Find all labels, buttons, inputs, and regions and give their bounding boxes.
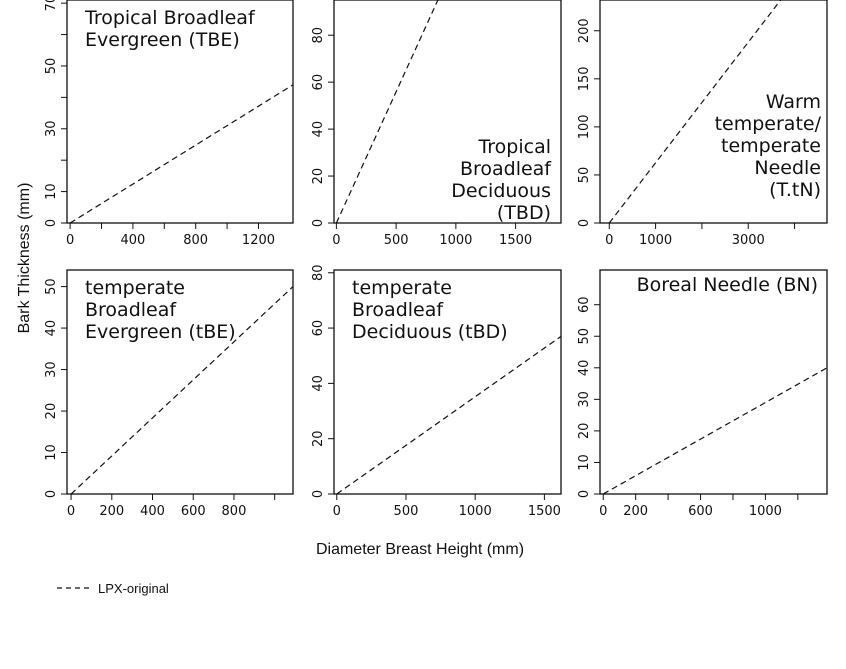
- panel-title: Boreal Needle (BN): [637, 274, 818, 296]
- legend-label: LPX-original: [98, 581, 169, 596]
- x-tick-label: 1000: [439, 233, 472, 248]
- x-tick-label: 600: [688, 504, 713, 519]
- series-line-lpx-original: [336, 335, 561, 494]
- y-tick-label: 10: [44, 183, 59, 200]
- panel-title: Warm temperate/temperate Needle (T.tN): [715, 91, 822, 201]
- y-tick-label: 50: [44, 278, 59, 295]
- y-tick-label: 30: [44, 121, 59, 138]
- y-tick-label: 0: [44, 490, 59, 498]
- y-tick-label: 20: [44, 403, 59, 420]
- series-line-lpx-original: [70, 286, 293, 494]
- x-tick-label: 0: [332, 233, 340, 248]
- series-line-lpx-original: [335, 0, 439, 223]
- panel-6: 0 200 600 1000 0 10 20 30 40 50 60 Boreal Needle (B…: [577, 269, 828, 519]
- x-tick-label: 800: [183, 233, 208, 248]
- y-tick-label: 0: [577, 490, 592, 498]
- x-tick-label: 600: [181, 504, 206, 519]
- series-line-lpx-original: [608, 0, 782, 223]
- y-tick-label: 40: [44, 320, 59, 337]
- y-tick-label: 50: [44, 58, 59, 75]
- x-tick-label: 200: [99, 504, 124, 519]
- y-tick-label: 60: [311, 74, 326, 91]
- panel-title: Tropical Broadleaf Evergreen (TBE): [84, 7, 256, 51]
- panel-5: 0 500 1000 1500 0 20 40 60 80 temperate Broadleaf D…: [311, 264, 562, 519]
- x-tick-label: 0: [66, 233, 74, 248]
- panel-frame: [333, 269, 562, 495]
- x-tick-label: 0: [333, 504, 341, 519]
- x-tick-label: 800: [222, 504, 247, 519]
- x-tick-label: 0: [67, 504, 75, 519]
- y-tick-label: 50: [577, 167, 592, 184]
- panel-3: 0 1000 3000 0 50 100 150 200 Warm temperate/tempe…: [577, 0, 828, 248]
- y-tick-label: 40: [311, 121, 326, 138]
- panel-title: temperate Broadleaf Evergreen (tBE): [85, 277, 236, 343]
- x-tick-label: 1000: [459, 504, 492, 519]
- y-tick-label: 80: [311, 264, 326, 281]
- y-tick-label: 200: [577, 18, 592, 43]
- y-tick-label: 0: [44, 219, 59, 227]
- y-tick-label: 60: [311, 320, 326, 337]
- series-line-lpx-original: [69, 84, 293, 223]
- y-tick-label: 80: [311, 27, 326, 44]
- x-tick-label: 0: [605, 233, 613, 248]
- panel-1: 0 400 800 1200 0 10 30 50 70 Tropical Broadleaf Ev…: [44, 0, 294, 248]
- y-tick-label: 40: [311, 375, 326, 392]
- y-tick-label: 0: [311, 219, 326, 227]
- x-tick-label: 0: [599, 504, 607, 519]
- panel-frame: [66, 269, 294, 495]
- y-tick-label: 40: [577, 360, 592, 377]
- panel-frame: [66, 0, 294, 224]
- x-axis-title: Diameter Breast Height (mm): [316, 541, 524, 558]
- x-tick-label: 500: [384, 233, 409, 248]
- x-tick-label: 1500: [528, 504, 561, 519]
- y-tick-label: 20: [311, 168, 326, 185]
- x-tick-label: 1000: [639, 233, 672, 248]
- x-tick-label: 200: [623, 504, 648, 519]
- y-tick-label: 20: [577, 423, 592, 440]
- panel-frame: [333, 0, 562, 224]
- x-tick-label: 3000: [732, 233, 765, 248]
- y-tick-label: 20: [311, 430, 326, 447]
- panel-4: 0 200 400 600 800 0 10 20 30 40 50 temperate Broadle…: [44, 269, 294, 519]
- panel-title: temperate Broadleaf Deciduous (tBD): [352, 277, 508, 343]
- y-tick-label: 10: [577, 454, 592, 471]
- y-axis-title: Bark Thickness (mm): [16, 183, 33, 334]
- x-tick-label: 1000: [749, 504, 782, 519]
- y-tick-label: 50: [577, 328, 592, 345]
- x-tick-label: 400: [121, 233, 146, 248]
- panel-2: 0 500 1000 1500 0 20 40 60 80 Tropical Broadleaf De…: [311, 0, 562, 248]
- panel-title: Tropical Broadleaf Deciduous (TBD): [451, 136, 552, 224]
- x-tick-label: 400: [140, 504, 165, 519]
- y-tick-label: 10: [44, 444, 59, 461]
- y-tick-label: 150: [577, 66, 592, 91]
- y-tick-label: 30: [44, 361, 59, 378]
- y-tick-label: 30: [577, 391, 592, 408]
- y-tick-label: 60: [577, 296, 592, 313]
- series-line-lpx-original: [602, 367, 827, 494]
- y-tick-label: 70: [44, 0, 59, 11]
- x-tick-label: 500: [394, 504, 419, 519]
- panel-frame: [599, 269, 828, 495]
- y-tick-label: 0: [311, 490, 326, 498]
- x-tick-label: 1200: [242, 233, 275, 248]
- y-tick-label: 100: [577, 114, 592, 139]
- y-tick-label: 0: [577, 219, 592, 227]
- x-tick-label: 1500: [499, 233, 532, 248]
- panel-frame: [599, 0, 828, 224]
